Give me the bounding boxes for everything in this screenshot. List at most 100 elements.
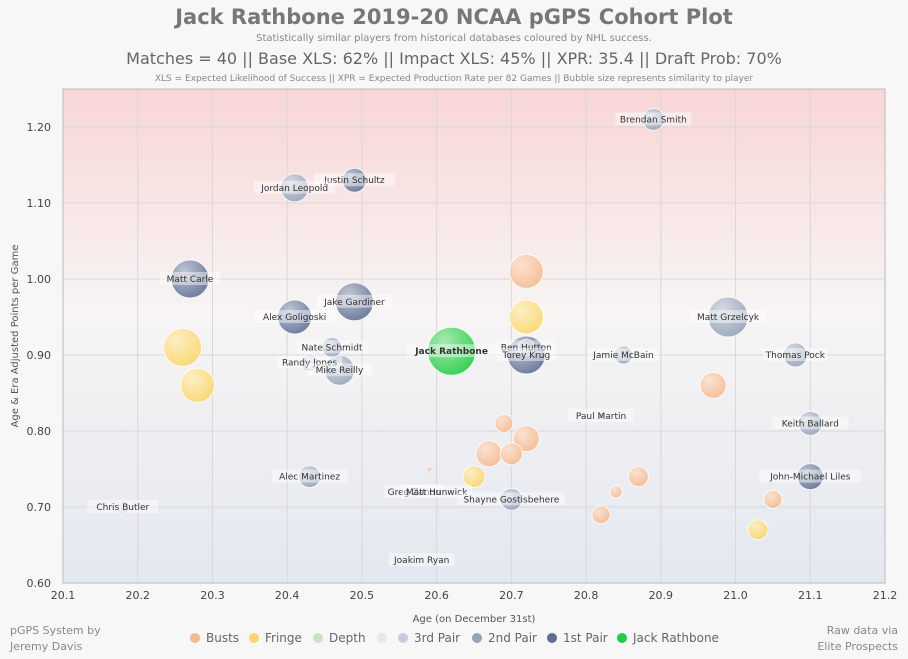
point-label: Shayne Gostisbehere [463,495,559,505]
data-point [280,173,310,203]
point-highlight [592,505,611,524]
credit-author-line2: Jeremy Davis [10,640,83,653]
data-point [180,367,216,403]
data-point [321,336,343,358]
point-highlight [700,372,727,399]
point-label: John-Michael Liles [769,473,851,483]
legend-label: 3rd Pair [414,631,460,645]
data-point [517,338,535,356]
legend-label: Depth [329,631,366,645]
axes: 20.1 20.2 20.3 20.4 20.5 20.6 20.7 20.8 20.9 21.0… [27,88,898,602]
point-highlight [798,411,823,436]
data-point [797,410,823,436]
point-highlight [509,254,544,289]
point-label: Torey Krug [501,351,550,361]
label-bg [276,355,343,369]
point-highlight [708,297,749,337]
data-point [475,440,503,468]
stats-line: Matches = 40 || Base XLS: 62% || Impact … [126,49,782,68]
point-label: Jordan Leopold [260,184,328,194]
y-tick-label: 0.70 [27,501,52,514]
x-tick-label: 20.7 [499,589,524,602]
credit-author: pGPS System by Jeremy Davis [10,623,101,655]
plot-border [62,88,886,584]
legend-label: Fringe [265,631,302,645]
point-highlight [335,282,374,321]
point-label: Joakim Ryan [393,556,449,566]
point-highlight [609,485,622,498]
label-bg [406,344,498,358]
point-label: Jack Rathbone [414,347,488,357]
data-point [699,371,727,399]
data-point [323,354,355,386]
point-label: Matt Carle [167,275,214,285]
point-label: Brendan Smith [620,115,687,125]
point-highlight [598,412,605,419]
point-highlight [475,440,502,467]
point-highlight [324,355,355,386]
x-tick-label: 21.0 [723,589,748,602]
data-points [115,107,824,563]
point-label: Alec Martinez [279,473,340,483]
point-highlight [783,343,808,367]
credit-author-line1: pGPS System by [10,624,101,637]
label-bg [313,173,395,187]
x-tick-label: 21.2 [873,589,898,602]
data-point [407,485,421,499]
point-highlight [518,339,535,356]
label-bg [772,416,849,430]
x-tick-label: 20.6 [424,589,449,602]
point-highlight [432,487,441,496]
credit-source-line1: Raw data via [826,624,898,637]
data-point [613,345,633,365]
point-highlight [763,490,782,509]
data-point [641,107,665,131]
x-tick-label: 20.2 [125,589,150,602]
data-point [512,425,540,453]
point-highlight [322,337,343,358]
label-bg [316,294,393,308]
point-highlight [463,465,485,488]
data-point [508,299,544,335]
point-label: Mike Reilly [316,366,364,376]
point-highlight [280,173,309,202]
point-highlight [163,328,202,367]
y-tick-label: 1.10 [27,197,52,210]
data-point [419,557,425,563]
label-bg [254,310,336,323]
point-label: Thomas Pock [765,351,826,361]
legend-label: Jack Rathbone [632,631,719,645]
data-point [627,466,649,488]
credit-source: Raw data via Elite Prospects [817,623,898,655]
point-label: Chris Butler [96,503,149,513]
point-label: Jamie McBain [592,351,653,361]
y-axis-label: Age & Era Adjusted Points per Game [10,245,21,428]
label-bg [762,348,829,361]
data-point [334,282,374,322]
x-tick-label: 20.9 [649,589,674,602]
plot-area [63,89,885,583]
x-tick-label: 20.3 [200,589,225,602]
legend-marker [547,633,557,643]
label-bg [388,553,455,567]
point-label: Paul Martin [576,412,626,422]
data-point [747,519,769,541]
point-highlight [642,108,665,131]
point-label: Keith Ballard [782,419,839,429]
point-highlight [747,519,768,540]
data-point [763,489,783,509]
legend-marker [249,633,259,643]
data-point [597,412,605,420]
point-highlight [500,442,523,465]
point-highlight [427,327,476,376]
point-label: Justin Schultz [323,176,385,186]
x-tick-label: 20.1 [51,589,76,602]
data-point [796,463,824,491]
label-bg [496,340,557,354]
legend: Busts Fringe Depth 3rd Pair 2nd Pair 1st Pair… [190,631,719,645]
label-bg [615,112,692,126]
data-point [163,327,203,367]
